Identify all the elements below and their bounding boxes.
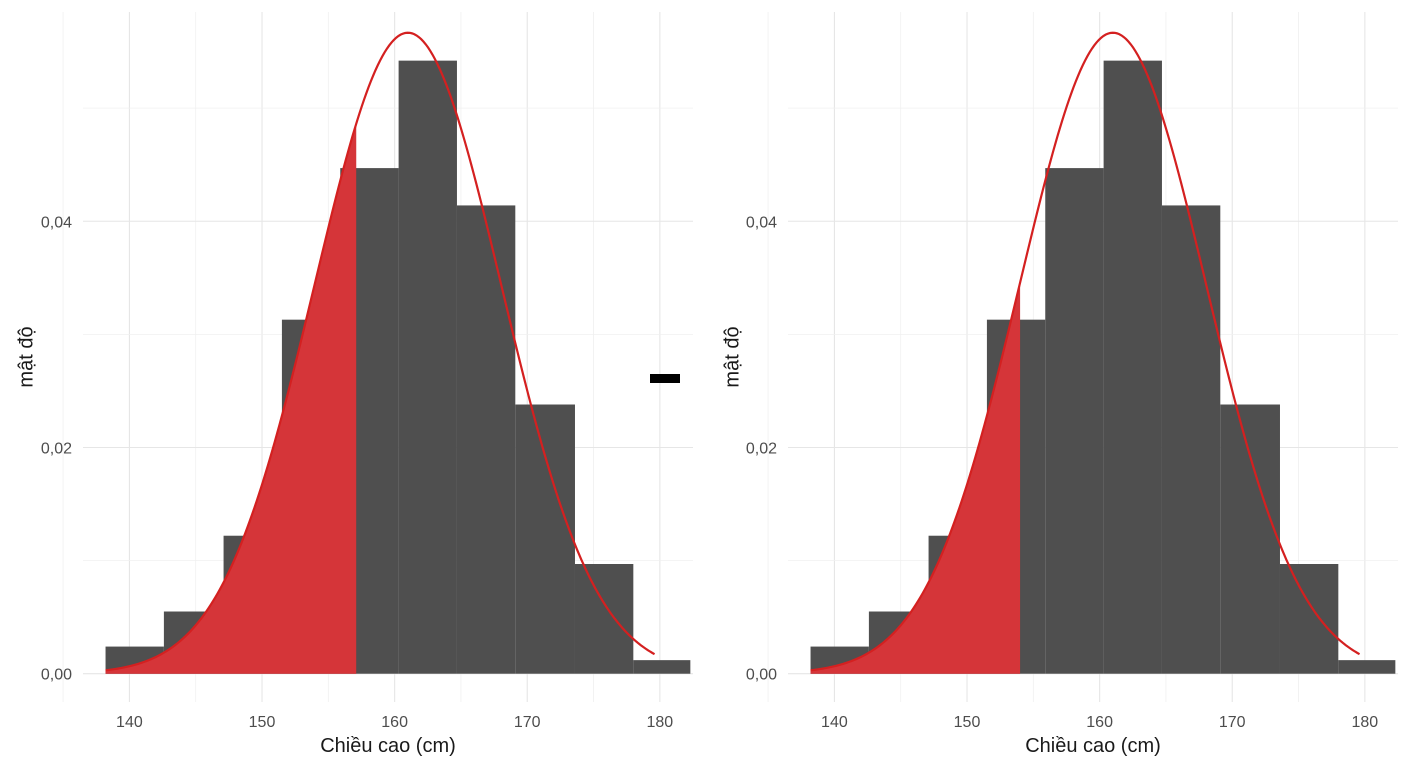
x-axis-tick-labels: 140 150 160 170 180 xyxy=(821,714,1378,731)
y-axis-tick-labels: 0,00 0,02 0,04 xyxy=(746,214,777,683)
x-tick-label: 170 xyxy=(514,714,541,731)
shaded-area xyxy=(810,282,1021,674)
histogram-bar xyxy=(574,564,634,674)
x-axis-title: Chiều cao (cm) xyxy=(1025,735,1161,757)
histogram-bar xyxy=(1279,564,1339,674)
x-axis-title: Chiều cao (cm) xyxy=(320,735,456,757)
y-tick-label: 0,04 xyxy=(41,214,72,231)
normal-density-curve xyxy=(105,31,656,672)
histogram-bars xyxy=(105,60,691,674)
y-tick-label: 0,00 xyxy=(746,667,777,684)
y-tick-label: 0,00 xyxy=(41,667,72,684)
y-axis-title: mật độ xyxy=(15,326,37,387)
histogram-bar xyxy=(1161,205,1221,674)
shaded-area-fill xyxy=(105,123,357,674)
x-tick-label: 150 xyxy=(249,714,276,731)
histogram-bar xyxy=(1103,60,1162,674)
shaded-area-fill xyxy=(810,282,1021,674)
x-tick-label: 150 xyxy=(954,714,981,731)
x-tick-label: 140 xyxy=(821,714,848,731)
x-tick-label: 160 xyxy=(1086,714,1113,731)
histogram-bar xyxy=(398,60,457,674)
y-axis-title: mật độ xyxy=(721,326,743,387)
histogram-bar xyxy=(1220,404,1280,674)
histogram-bar xyxy=(633,660,691,674)
x-tick-label: 160 xyxy=(381,714,408,731)
y-tick-label: 0,04 xyxy=(746,214,777,231)
histogram-panel-right: 140 150 160 170 180 0,00 0,02 0,04 Chiều cao (cm… xyxy=(721,12,1398,757)
x-tick-label: 140 xyxy=(116,714,143,731)
shaded-area xyxy=(105,123,357,674)
histogram-bar xyxy=(456,205,516,674)
minus-sign xyxy=(650,374,680,383)
normal-density-curve xyxy=(810,31,1361,672)
x-axis-tick-labels: 140 150 160 170 180 xyxy=(116,714,673,731)
histogram-bars xyxy=(810,60,1396,674)
x-tick-label: 180 xyxy=(1351,714,1378,731)
x-tick-label: 170 xyxy=(1219,714,1246,731)
x-tick-label: 180 xyxy=(646,714,673,731)
histogram-bar xyxy=(1338,660,1396,674)
y-tick-label: 0,02 xyxy=(41,440,72,457)
histogram-bar xyxy=(1045,168,1104,674)
y-axis-tick-labels: 0,00 0,02 0,04 xyxy=(41,214,72,683)
histogram-bar xyxy=(515,404,575,674)
histogram-panel-left: 140 150 160 170 180 0,00 0,02 0,04 Chiều cao (cm… xyxy=(15,12,693,757)
y-tick-label: 0,02 xyxy=(746,440,777,457)
